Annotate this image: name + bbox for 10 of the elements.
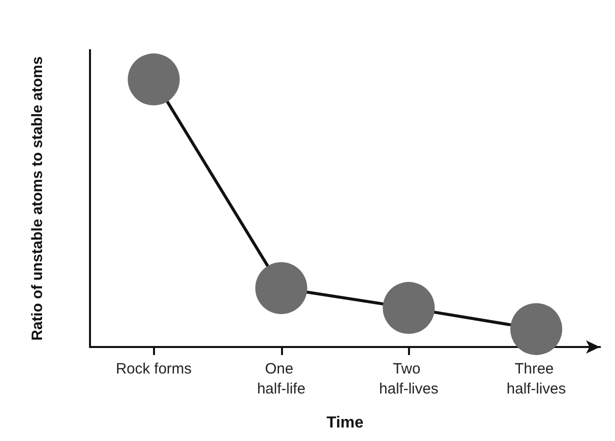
y-axis-title: Ratio of unstable atoms to stable atoms xyxy=(29,56,46,341)
point xyxy=(510,303,562,356)
x-tick-label: One half-life xyxy=(257,360,306,398)
x-tick-label: Three half-lives xyxy=(506,360,566,398)
x-axis-title: Time xyxy=(326,414,364,432)
x-tick-label: Rock forms xyxy=(116,360,192,378)
point xyxy=(382,282,435,334)
point xyxy=(255,262,308,314)
point xyxy=(128,53,180,106)
x-tick-label: Two half-lives xyxy=(379,360,438,398)
